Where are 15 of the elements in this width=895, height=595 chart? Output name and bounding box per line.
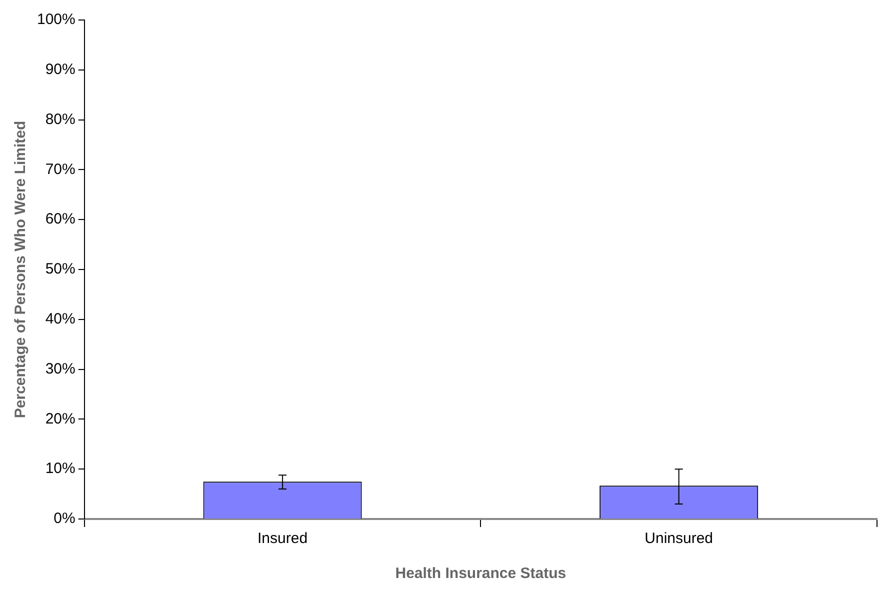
y-tick-label: 30% <box>45 360 76 378</box>
y-tick-label: 0% <box>54 510 76 528</box>
y-tick-label: 100% <box>36 11 76 28</box>
y-tick-label: 10% <box>45 460 76 478</box>
y-tick-label: 60% <box>45 210 76 228</box>
x-axis-title: Health Insurance Status <box>395 565 566 582</box>
x-tick-label: Uninsured <box>644 530 714 548</box>
y-tick-label: 90% <box>45 61 76 78</box>
x-tick-label: Insured <box>258 530 308 548</box>
y-tick-label: 70% <box>45 160 76 178</box>
y-axis-title: Percentage of Persons Who Were Limited <box>12 120 30 418</box>
y-tick-label: 80% <box>45 110 76 128</box>
y-tick-label: 50% <box>45 260 76 278</box>
y-tick-label: 20% <box>45 410 76 428</box>
y-tick-label: 40% <box>45 310 76 328</box>
